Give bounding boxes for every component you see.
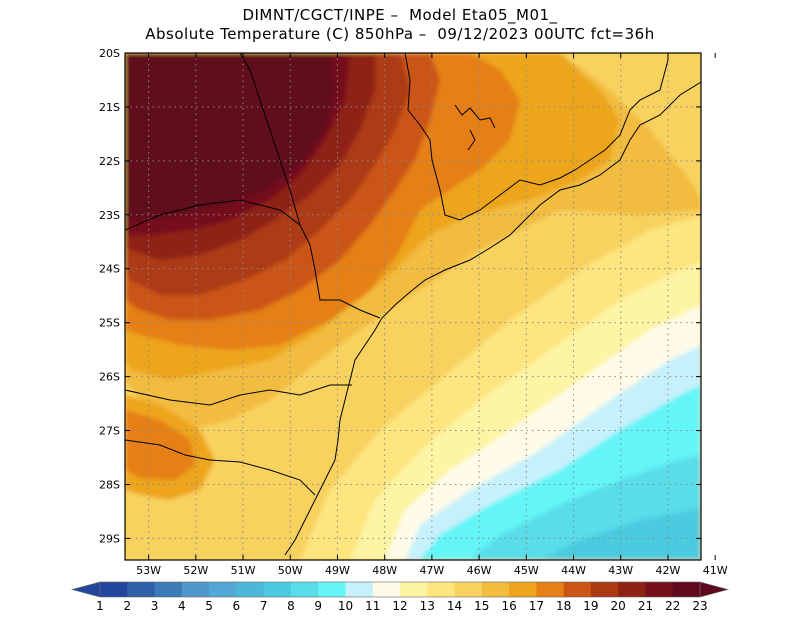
lon-tick-label: 52W [183, 564, 208, 577]
lat-tick-label: 28S [99, 478, 120, 491]
colorbar-label: 19 [583, 599, 598, 613]
colorbar-swatch [100, 582, 128, 597]
lon-tick-label: 45W [514, 564, 539, 577]
colorbar-label: 13 [420, 599, 435, 613]
lat-tick-label: 22S [99, 155, 120, 168]
lon-tick-label: 53W [136, 564, 161, 577]
title-line-2: Absolute Temperature (C) 850hPa – 09/12/… [145, 25, 655, 43]
border-ms-sp [239, 53, 301, 226]
colorbar-swatch [509, 582, 537, 597]
lat-tick-label: 26S [99, 371, 120, 384]
colorbar-swatch [481, 582, 510, 597]
field-band-7 [540, 508, 701, 560]
lon-tick-label: 48W [372, 564, 397, 577]
colorbar-label: 21 [638, 599, 653, 613]
colorbar-swatch [154, 582, 183, 597]
colorbar-label: 12 [392, 599, 407, 613]
lon-tick-label: 49W [325, 564, 350, 577]
lon-tick-label: 51W [231, 564, 256, 577]
colorbar-swatch [181, 582, 210, 597]
colorbar-swatch [454, 582, 483, 597]
colorbar-outline [99, 581, 701, 598]
colorbar-label: 14 [447, 599, 462, 613]
border-sc-rs [125, 439, 316, 496]
lon-tick-label: 42W [656, 564, 681, 577]
colorbar-swatch [318, 582, 346, 597]
colorbar-swatch [427, 582, 456, 597]
colorbar-label: 9 [314, 599, 322, 613]
colorbar-swatch [563, 582, 592, 597]
colorbar-swatch [400, 582, 428, 597]
lon-tick-label: 43W [608, 564, 633, 577]
colorbar-swatch [590, 582, 619, 597]
axis-ticks: 53W 52W 51W 50W 49W 48W 47W 46W 45W 44W 43W 42W 41W 2… [99, 47, 728, 577]
colorbar-label: 5 [205, 599, 213, 613]
colorbar-label: 4 [178, 599, 186, 613]
colorbar-label: 1 [96, 599, 104, 613]
colorbar-label: 7 [260, 599, 268, 613]
colorbar-label: 8 [287, 599, 295, 613]
colorbar-swatch [372, 582, 401, 597]
border-pr-sp [125, 199, 381, 319]
colorbar-swatch [127, 582, 156, 597]
colorbar-swatch [236, 582, 265, 597]
colorbar-swatch [290, 582, 319, 597]
lon-tick-label: 47W [419, 564, 444, 577]
lat-tick-label: 25S [99, 317, 120, 330]
graticule [125, 53, 701, 560]
colorbar-label: 6 [233, 599, 241, 613]
lat-tick-label: 20S [99, 47, 120, 60]
colorbar-label: 2 [123, 599, 131, 613]
colorbar: 1 2 3 4 5 6 7 8 9 10 11 12 13 14 15 16 17 18 19 20 21 22 23 [70, 581, 730, 613]
colorbar-label: 17 [529, 599, 544, 613]
colorbar-swatch [536, 582, 565, 597]
lat-tick-label: 23S [99, 209, 120, 222]
colorbar-swatch [209, 582, 237, 597]
colorbar-label: 3 [151, 599, 159, 613]
colorbar-label: 15 [474, 599, 489, 613]
colorbar-swatch [618, 582, 646, 597]
colorbar-label: 18 [556, 599, 571, 613]
colorbar-label: 23 [692, 599, 707, 613]
temperature-field [125, 53, 701, 560]
map-frame [124, 52, 702, 561]
colorbar-label: 11 [365, 599, 380, 613]
chart-title: DIMNT/CGCT/INPE – Model Eta05_M01_ Absol… [0, 6, 800, 44]
field-band-22 [125, 53, 335, 222]
lon-tick-label: 41W [703, 564, 728, 577]
lon-tick-label: 50W [278, 564, 303, 577]
colorbar-arrow-high [699, 581, 730, 598]
lon-tick-label: 46W [467, 564, 492, 577]
lat-tick-label: 27S [99, 425, 120, 438]
lat-tick-label: 29S [99, 532, 120, 545]
colorbar-label: 22 [665, 599, 680, 613]
colorbar-arrow-low [70, 581, 101, 598]
reservoir-lines [454, 104, 496, 151]
lat-tick-label: 24S [99, 263, 120, 276]
border-mg-rj-sp [404, 53, 669, 221]
coastline [284, 81, 701, 556]
colorbar-label: 10 [338, 599, 353, 613]
lat-tick-label: 21S [99, 101, 120, 114]
colorbar-swatch [345, 582, 374, 597]
colorbar-label: 16 [501, 599, 516, 613]
colorbar-swatch [645, 582, 674, 597]
boundaries [125, 53, 701, 556]
colorbar-swatch [263, 582, 292, 597]
title-line-1: DIMNT/CGCT/INPE – Model Eta05_M01_ [242, 6, 558, 24]
colorbar-swatch [672, 582, 701, 597]
border-pr-sc [125, 384, 352, 406]
colorbar-label: 20 [611, 599, 626, 613]
lon-tick-label: 44W [561, 564, 586, 577]
